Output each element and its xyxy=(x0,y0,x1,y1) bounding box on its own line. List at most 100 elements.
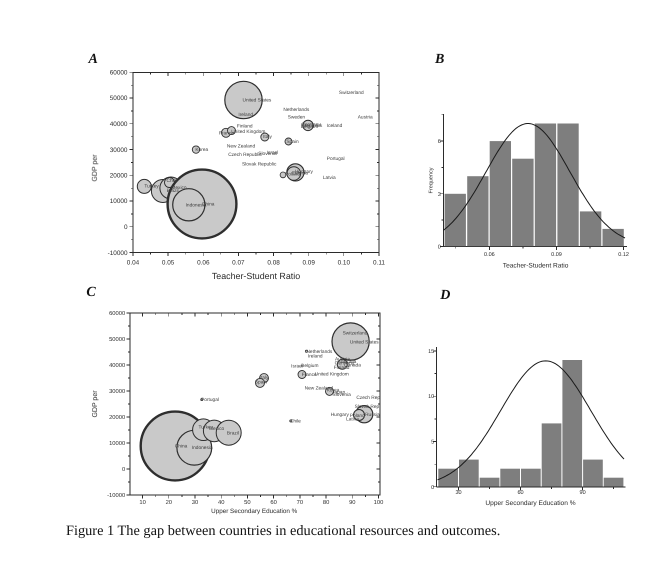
svg-text:15: 15 xyxy=(428,349,434,355)
svg-text:40000: 40000 xyxy=(109,362,125,369)
svg-text:10000: 10000 xyxy=(109,440,125,447)
svg-text:0.10: 0.10 xyxy=(338,260,351,267)
svg-text:D: D xyxy=(439,288,450,303)
svg-text:Slovenia: Slovenia xyxy=(332,392,351,398)
svg-text:Russia: Russia xyxy=(365,412,380,418)
svg-text:Mexico: Mexico xyxy=(171,185,187,191)
svg-text:0: 0 xyxy=(122,466,125,473)
svg-text:Frequency: Frequency xyxy=(429,167,435,193)
svg-text:0.06: 0.06 xyxy=(197,260,210,267)
svg-text:Estonia: Estonia xyxy=(292,171,308,177)
svg-text:United States: United States xyxy=(242,97,271,103)
svg-text:Slovak Rep: Slovak Rep xyxy=(355,404,380,410)
svg-text:Switzerland: Switzerland xyxy=(339,90,364,96)
svg-text:70: 70 xyxy=(297,499,303,506)
svg-text:Austria: Austria xyxy=(358,115,373,121)
svg-text:New Zealand: New Zealand xyxy=(227,144,256,150)
svg-text:10: 10 xyxy=(428,394,434,400)
svg-text:Poland: Poland xyxy=(285,172,300,178)
svg-text:-10000: -10000 xyxy=(107,492,125,499)
svg-text:Germany: Germany xyxy=(335,361,355,367)
svg-text:Ireland: Ireland xyxy=(238,112,253,118)
svg-text:France: France xyxy=(302,372,317,378)
svg-text:Germany: Germany xyxy=(301,122,321,128)
svg-text:Chile: Chile xyxy=(290,419,301,425)
svg-text:6: 6 xyxy=(438,139,441,145)
svg-text:0: 0 xyxy=(124,224,128,231)
svg-text:Figure 1 The gap between count: Figure 1 The gap between countries in ed… xyxy=(66,523,500,539)
svg-text:Korea: Korea xyxy=(327,387,340,393)
svg-text:Australia: Australia xyxy=(338,359,357,365)
svg-text:0: 0 xyxy=(438,245,441,251)
svg-text:GDP per: GDP per xyxy=(92,390,99,418)
svg-text:0.05: 0.05 xyxy=(162,260,175,267)
svg-text:China: China xyxy=(175,444,188,450)
svg-text:20000: 20000 xyxy=(109,414,125,421)
svg-text:A: A xyxy=(88,52,98,67)
svg-text:Korea: Korea xyxy=(195,147,208,153)
svg-text:0.06: 0.06 xyxy=(484,252,495,258)
svg-text:C: C xyxy=(86,285,96,300)
svg-text:B: B xyxy=(434,52,444,67)
svg-text:France: France xyxy=(219,130,234,136)
svg-text:50: 50 xyxy=(244,499,250,506)
svg-text:40: 40 xyxy=(218,499,224,506)
svg-text:Hungary: Hungary xyxy=(331,412,350,418)
svg-text:Ireland: Ireland xyxy=(308,353,323,359)
svg-text:Poland: Poland xyxy=(350,413,365,419)
svg-text:Indonesia: Indonesia xyxy=(192,445,213,451)
svg-text:Israel: Israel xyxy=(291,364,303,370)
svg-text:Brazil: Brazil xyxy=(167,188,179,194)
svg-text:30: 30 xyxy=(455,490,461,496)
svg-text:Chile: Chile xyxy=(167,178,178,184)
svg-text:Canada: Canada xyxy=(344,363,361,369)
svg-text:Turkey: Turkey xyxy=(199,424,214,430)
svg-text:Czech Rep: Czech Rep xyxy=(356,395,380,401)
svg-text:Slovenia: Slovenia xyxy=(258,151,277,157)
svg-text:GDP per: GDP per xyxy=(92,154,99,182)
svg-text:Mexico: Mexico xyxy=(209,426,225,432)
svg-text:3: 3 xyxy=(438,192,441,198)
svg-text:Sweden: Sweden xyxy=(288,115,306,121)
svg-text:Israel: Israel xyxy=(267,150,279,156)
svg-text:-10000: -10000 xyxy=(108,250,128,257)
svg-text:United Kingdom: United Kingdom xyxy=(315,371,349,377)
svg-text:Netherlands: Netherlands xyxy=(306,349,332,355)
svg-text:Brazil: Brazil xyxy=(227,430,239,436)
svg-text:90: 90 xyxy=(580,490,586,496)
svg-text:Spain: Spain xyxy=(255,380,268,386)
svg-text:Belgium: Belgium xyxy=(301,363,318,369)
svg-text:5: 5 xyxy=(431,440,434,446)
svg-text:60: 60 xyxy=(270,499,276,506)
svg-text:20000: 20000 xyxy=(110,173,128,180)
svg-text:China: China xyxy=(202,201,215,207)
svg-text:0.09: 0.09 xyxy=(551,252,562,258)
svg-text:80: 80 xyxy=(323,499,329,506)
svg-text:United States: United States xyxy=(350,340,379,346)
svg-text:Latvia: Latvia xyxy=(323,175,336,181)
svg-text:Finland: Finland xyxy=(237,123,253,129)
svg-text:0.08: 0.08 xyxy=(267,260,280,267)
svg-text:60: 60 xyxy=(517,490,523,496)
svg-text:0: 0 xyxy=(431,485,434,491)
svg-text:New Zealand: New Zealand xyxy=(305,385,334,391)
svg-text:Czech Republic: Czech Republic xyxy=(228,152,262,158)
svg-text:Denmark: Denmark xyxy=(303,123,323,129)
svg-text:Belgium: Belgium xyxy=(301,124,318,130)
svg-text:Latvia: Latvia xyxy=(346,417,359,423)
svg-text:Hungary: Hungary xyxy=(295,169,314,175)
svg-text:50000: 50000 xyxy=(109,336,125,343)
svg-text:Portugal: Portugal xyxy=(201,397,219,403)
svg-text:10: 10 xyxy=(139,499,145,506)
svg-text:Netherlands: Netherlands xyxy=(283,107,309,113)
svg-text:60000: 60000 xyxy=(110,70,128,77)
svg-text:Finland: Finland xyxy=(334,365,350,371)
svg-text:100: 100 xyxy=(374,499,384,506)
svg-text:0.04: 0.04 xyxy=(127,260,140,267)
svg-text:Italy: Italy xyxy=(260,375,269,381)
svg-text:90: 90 xyxy=(349,499,355,506)
svg-text:60000: 60000 xyxy=(109,310,125,317)
svg-text:0.09: 0.09 xyxy=(302,260,315,267)
svg-text:Teacher-Student Ratio: Teacher-Student Ratio xyxy=(212,271,300,281)
svg-text:Iceland: Iceland xyxy=(327,123,343,129)
